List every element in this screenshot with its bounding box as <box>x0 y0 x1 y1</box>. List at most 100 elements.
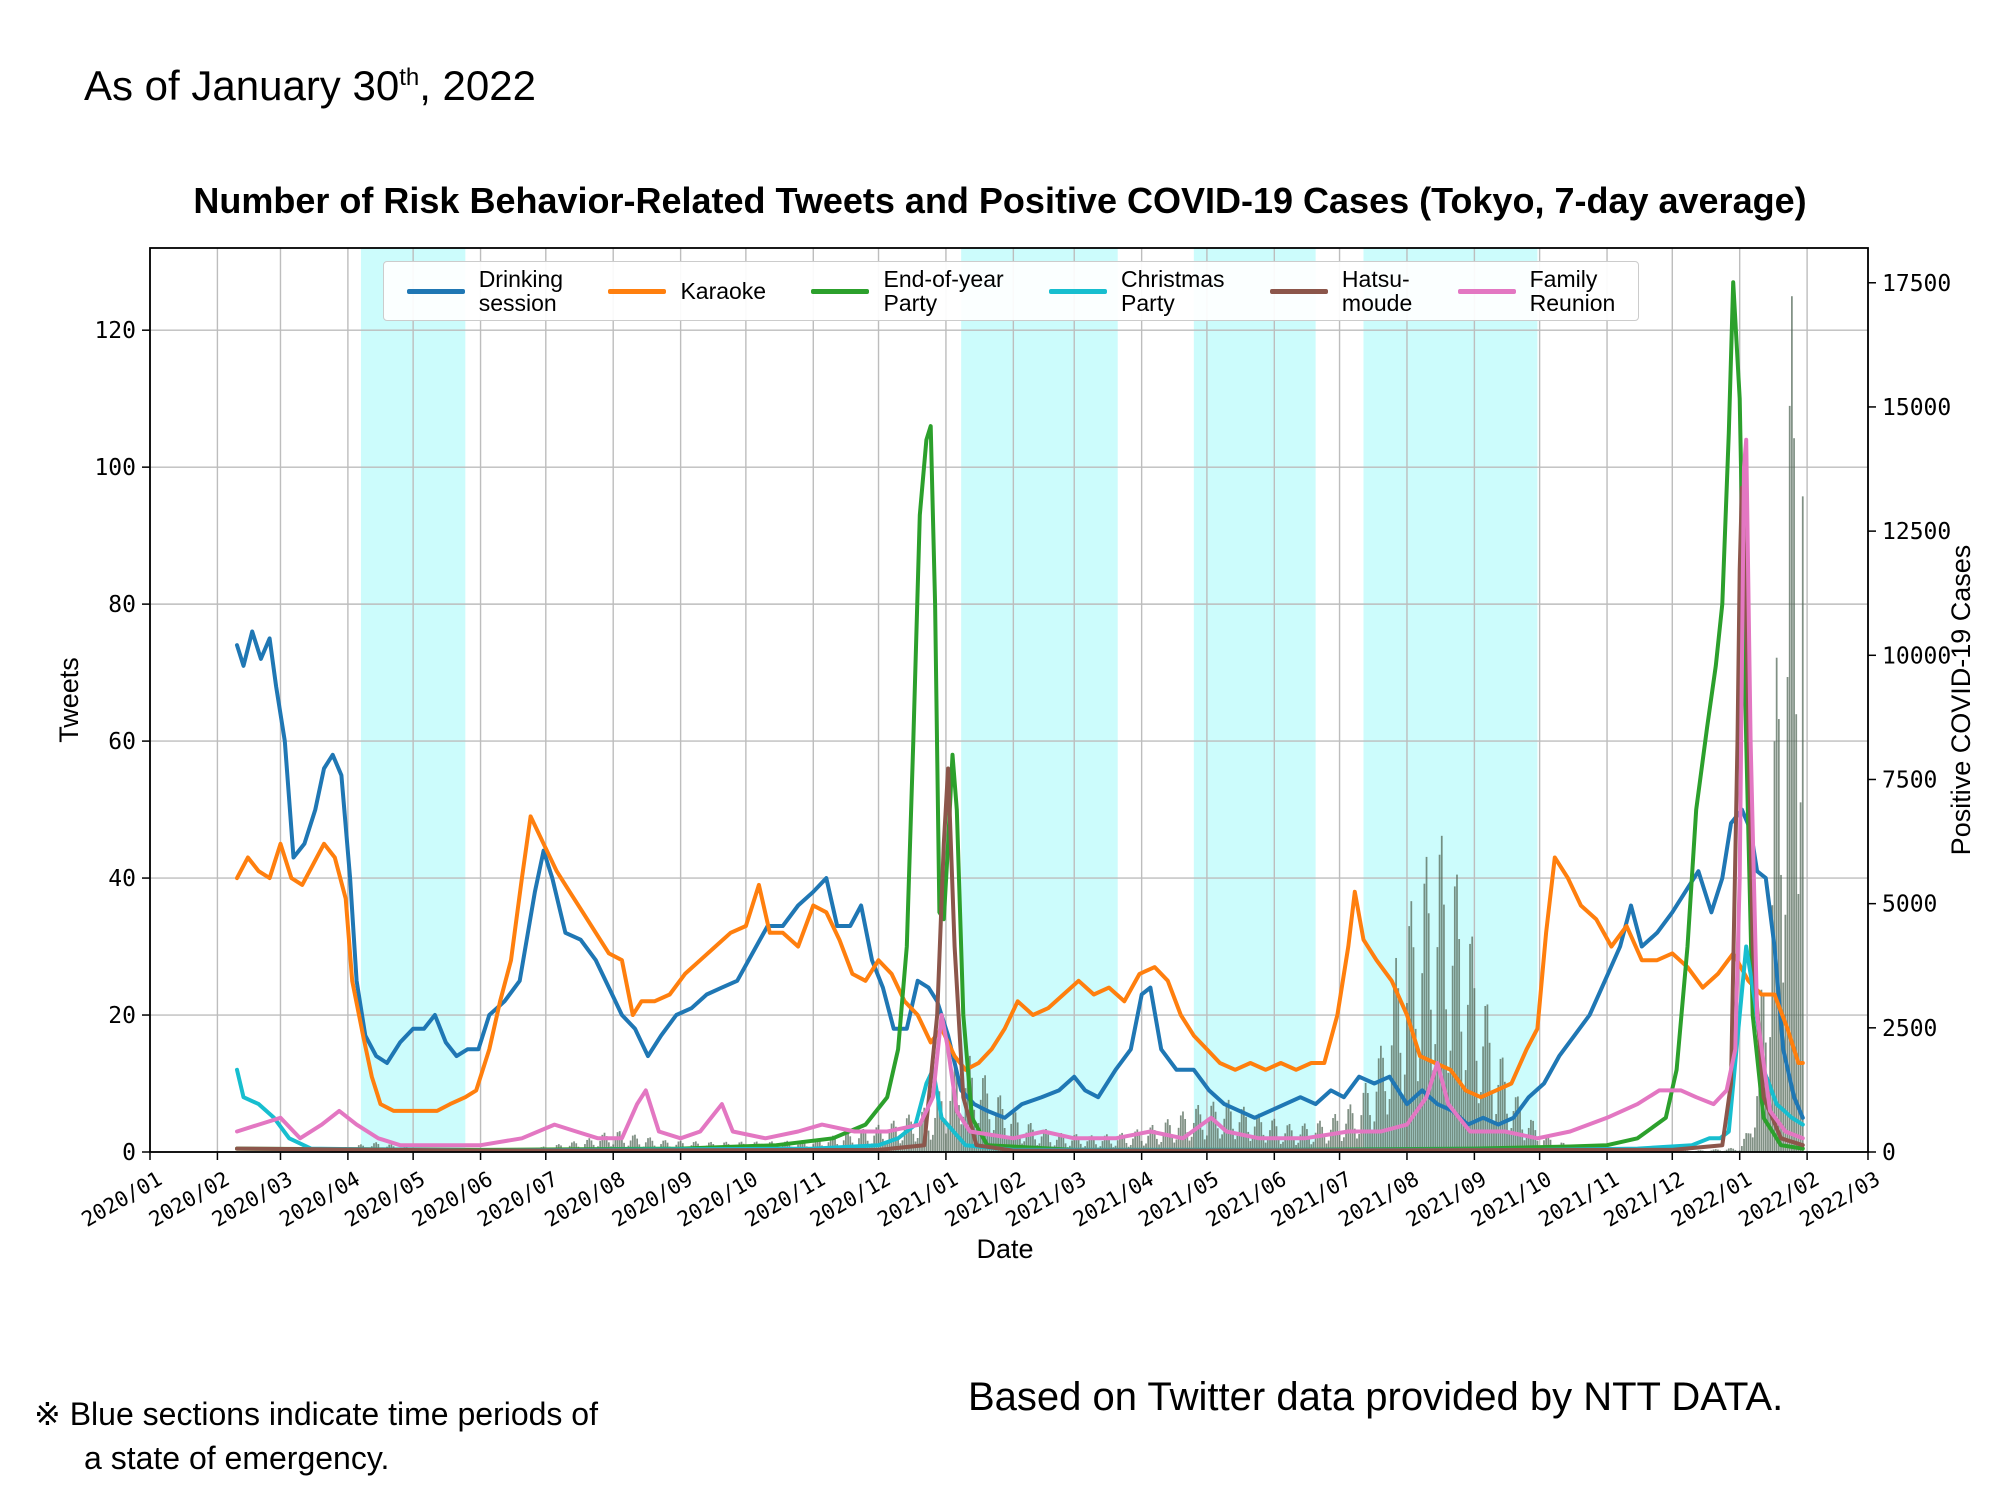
cases-bar <box>897 1136 899 1152</box>
cases-bar <box>934 1117 936 1152</box>
cases-bar <box>664 1140 667 1152</box>
cases-bar <box>816 1138 819 1152</box>
cases-bar <box>1743 1138 1745 1152</box>
cases-bar <box>799 1141 802 1152</box>
cases-bar <box>984 1075 986 1152</box>
cases-bar <box>1427 913 1430 1152</box>
cases-bar <box>1423 883 1426 1152</box>
cases-bar <box>1019 1135 1021 1152</box>
cases-bar <box>1175 1139 1178 1152</box>
series-line-1 <box>235 629 1805 1127</box>
cases-bar <box>1314 1132 1317 1152</box>
cases-bar <box>1777 719 1780 1152</box>
cases-bar <box>1014 1112 1017 1152</box>
cases-bar <box>1784 914 1787 1152</box>
cases-bar <box>1362 1092 1365 1152</box>
cases-bar <box>1730 1147 1732 1152</box>
emergency-period-3 <box>1193 248 1316 1152</box>
cases-bar <box>940 1101 943 1152</box>
cases-bar <box>1786 677 1789 1152</box>
cases-bar <box>1251 1138 1254 1152</box>
cases-bar <box>1458 939 1461 1152</box>
cases-bar <box>1271 1120 1274 1152</box>
cases-bar <box>1486 1004 1489 1152</box>
legend-swatch <box>1457 288 1516 294</box>
cases-bar <box>1208 1120 1210 1152</box>
cases-bar <box>1210 1105 1213 1152</box>
y2-tick-label: 12500 <box>1882 519 1951 545</box>
cases-bar <box>1345 1123 1347 1152</box>
footnote: ※ Blue sections indicate time periods of… <box>34 1392 598 1480</box>
cases-bar <box>1203 1139 1206 1152</box>
cases-bar <box>1740 1146 1743 1152</box>
cases-bar <box>1793 438 1795 1152</box>
cases-bar <box>1382 1057 1384 1152</box>
cases-bar <box>1475 1060 1478 1152</box>
legend-swatch <box>1049 288 1108 294</box>
cases-bar <box>1110 1143 1113 1152</box>
cases-bar <box>1421 973 1424 1152</box>
cases-bar <box>1249 1140 1252 1152</box>
cases-bar <box>1353 1128 1356 1152</box>
cases-bar <box>1745 1133 1748 1152</box>
cases-bar <box>1214 1111 1217 1152</box>
cases-bar <box>1266 1140 1269 1152</box>
cases-bar <box>962 1116 965 1152</box>
cases-bar <box>1177 1127 1180 1152</box>
cases-bar <box>1754 1127 1756 1152</box>
cases-bar <box>1219 1138 1221 1152</box>
cases-bar <box>814 1140 817 1152</box>
y-tick-label: 60 <box>108 729 136 755</box>
cases-bar <box>864 1133 867 1152</box>
cases-bar <box>1156 1138 1158 1152</box>
cases-bar <box>1182 1111 1184 1152</box>
legend-item-1: Drinking session <box>406 267 563 315</box>
cases-bar <box>1186 1132 1189 1152</box>
cases-bar <box>1012 1112 1015 1152</box>
cases-bar <box>995 1112 997 1152</box>
cases-bar <box>1149 1127 1152 1152</box>
cases-bar <box>651 1140 654 1152</box>
cases-bar <box>1795 714 1798 1152</box>
cases-bar <box>1477 1103 1480 1152</box>
cases-bar <box>1473 988 1476 1152</box>
cases-bar <box>1525 1137 1528 1152</box>
cases-bar <box>1751 1137 1754 1152</box>
cases-bar <box>1717 1149 1719 1152</box>
cases-bar <box>601 1134 604 1152</box>
cases-bar <box>1075 1134 1078 1152</box>
cases-bar <box>1503 1081 1506 1152</box>
y-tick-label: 120 <box>94 318 136 344</box>
y2-tick-label: 5000 <box>1882 892 1937 918</box>
y2-tick-label: 10000 <box>1882 643 1951 669</box>
y2-tick-label: 7500 <box>1882 767 1937 793</box>
as-of-date: As of January 30th, 2022 <box>84 62 536 109</box>
cases-bar <box>1169 1125 1171 1152</box>
cases-bar <box>1799 802 1802 1152</box>
legend-item-2: Karaoke <box>608 279 766 303</box>
cases-bar <box>629 1140 632 1152</box>
chart-title: Number of Risk Behavior-Related Tweets a… <box>193 180 1807 221</box>
y-tick-label: 100 <box>94 455 136 481</box>
cases-bar <box>871 1143 873 1152</box>
cases-bar <box>1188 1140 1191 1152</box>
cases-bar <box>1406 1002 1408 1152</box>
cases-bar <box>1488 1042 1491 1152</box>
cases-bar <box>1090 1135 1093 1152</box>
cases-bar <box>1132 1138 1134 1152</box>
cases-bar <box>1273 1118 1276 1152</box>
cases-bar <box>605 1136 608 1152</box>
cases-bar <box>1027 1124 1030 1152</box>
legend-swatch <box>1269 288 1328 294</box>
cases-bar <box>1140 1140 1143 1152</box>
cases-bar <box>1299 1134 1302 1152</box>
cases-bar <box>1497 1084 1500 1152</box>
cases-bar <box>977 1123 980 1152</box>
cases-bar <box>979 1099 982 1152</box>
cases-bar <box>1040 1136 1043 1152</box>
cases-bar <box>1125 1142 1128 1152</box>
cases-bar <box>1327 1140 1330 1152</box>
cases-bar <box>1086 1141 1089 1152</box>
cases-bar <box>829 1137 832 1152</box>
y2-tick-label: 0 <box>1882 1140 1896 1166</box>
